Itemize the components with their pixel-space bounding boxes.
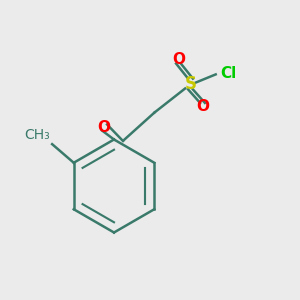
Text: O: O <box>196 99 209 114</box>
Text: S: S <box>184 75 196 93</box>
Text: O: O <box>97 120 110 135</box>
Text: Cl: Cl <box>220 66 237 81</box>
Text: CH₃: CH₃ <box>24 128 50 142</box>
Text: O: O <box>172 52 185 68</box>
